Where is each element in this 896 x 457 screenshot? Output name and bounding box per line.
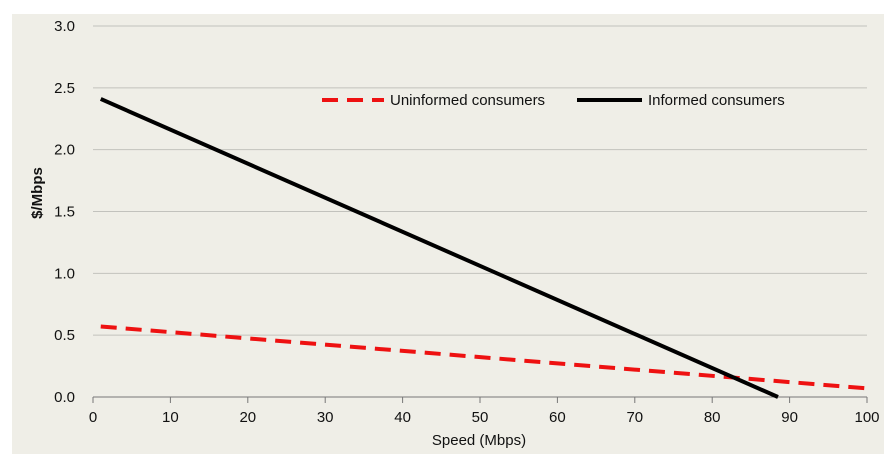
x-tick-label: 40: [394, 409, 411, 426]
series-lines: [99, 97, 868, 399]
y-tick-label: 1.5: [54, 204, 75, 221]
x-tick-label: 0: [89, 409, 97, 426]
x-tick-label: 90: [781, 409, 798, 426]
x-tick-label: 60: [549, 409, 566, 426]
y-axis-title: $/Mbps: [29, 167, 46, 219]
legend-label: Informed consumers: [648, 92, 785, 109]
y-tick-label: 1.0: [54, 265, 75, 282]
x-axis-ticks: 0 10 20 30 40 50 60 70 80 90 100: [89, 397, 880, 426]
legend: Uninformed consumers Informed consumers: [322, 92, 785, 109]
y-axis-ticks: 0.0 0.5 1.0 1.5 2.0 2.5 3.0: [54, 18, 75, 406]
series-line: [99, 97, 779, 399]
legend-label: Uninformed consumers: [390, 92, 545, 109]
x-tick-label: 10: [162, 409, 179, 426]
gridlines: [93, 25, 867, 398]
x-axis-title: Speed (Mbps): [432, 432, 526, 449]
y-tick-label: 2.5: [54, 80, 75, 97]
x-tick-label: 30: [317, 409, 334, 426]
y-tick-label: 2.0: [54, 142, 75, 159]
y-tick-label: 0.0: [54, 389, 75, 406]
x-tick-label: 50: [472, 409, 489, 426]
y-tick-label: 3.0: [54, 18, 75, 35]
y-tick-label: 0.5: [54, 327, 75, 344]
x-tick-label: 70: [626, 409, 643, 426]
x-tick-label: 80: [704, 409, 721, 426]
x-tick-label: 100: [854, 409, 879, 426]
x-tick-label: 20: [239, 409, 256, 426]
